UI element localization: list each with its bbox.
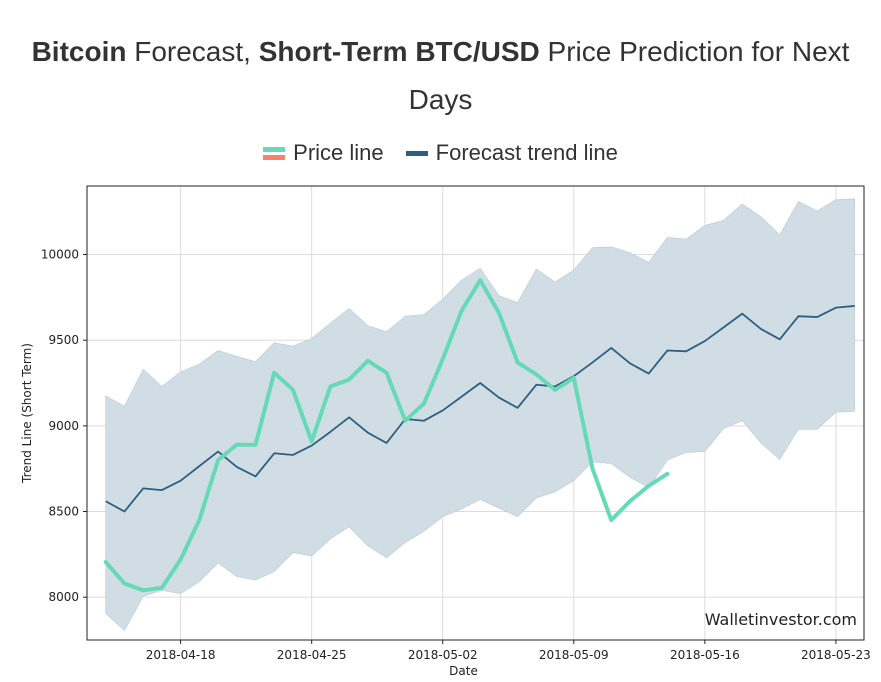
forecast-trend-line [105,305,855,513]
y-tick-label-2: 9000 [48,419,79,433]
plot-frame [86,185,865,641]
y-axis-title: Trend Line (Short Term) [20,343,34,484]
chart-title: Bitcoin Forecast, Short-Term BTC/USD Pri… [0,28,881,124]
title-bold-btcusd: Short-Term BTC/USD [258,36,540,67]
legend-item-forecast[interactable]: Forecast trend line [405,140,618,166]
x-tick-label-5: 2018-05-23 [801,648,871,662]
x-tick-label-0: 2018-04-18 [146,648,216,662]
y-tick-label-0: 8000 [48,590,79,604]
x-tick-label-1: 2018-04-25 [277,648,347,662]
y-tick-label-3: 9500 [48,333,79,347]
price-swatch-orange [263,154,286,160]
price-line [103,278,670,593]
x-tick-label-3: 2018-05-09 [539,648,609,662]
x-axis-title: Date [449,664,478,678]
title-text-forecast: Forecast, [126,36,259,67]
watermark-text: Walletinvestor.com [705,610,857,629]
x-tick-label-4: 2018-05-16 [670,648,740,662]
title-bold-bitcoin: Bitcoin [31,36,127,67]
legend-label-forecast: Forecast trend line [435,140,618,165]
price-line-swatch [263,146,286,160]
x-tick-label-2: 2018-05-02 [408,648,478,662]
y-tick-label-1: 8500 [48,505,79,519]
title-text-prediction: Price Prediction for Next Days [408,36,850,115]
forecast-line-swatch [405,150,428,156]
y-tick-label-4: 10000 [41,248,79,262]
price-swatch-green [263,146,286,152]
forecast-confidence-band [105,198,855,632]
chart-legend: Price line Forecast trend line [0,140,881,166]
legend-item-price[interactable]: Price line [263,140,384,166]
legend-label-price: Price line [293,140,384,165]
